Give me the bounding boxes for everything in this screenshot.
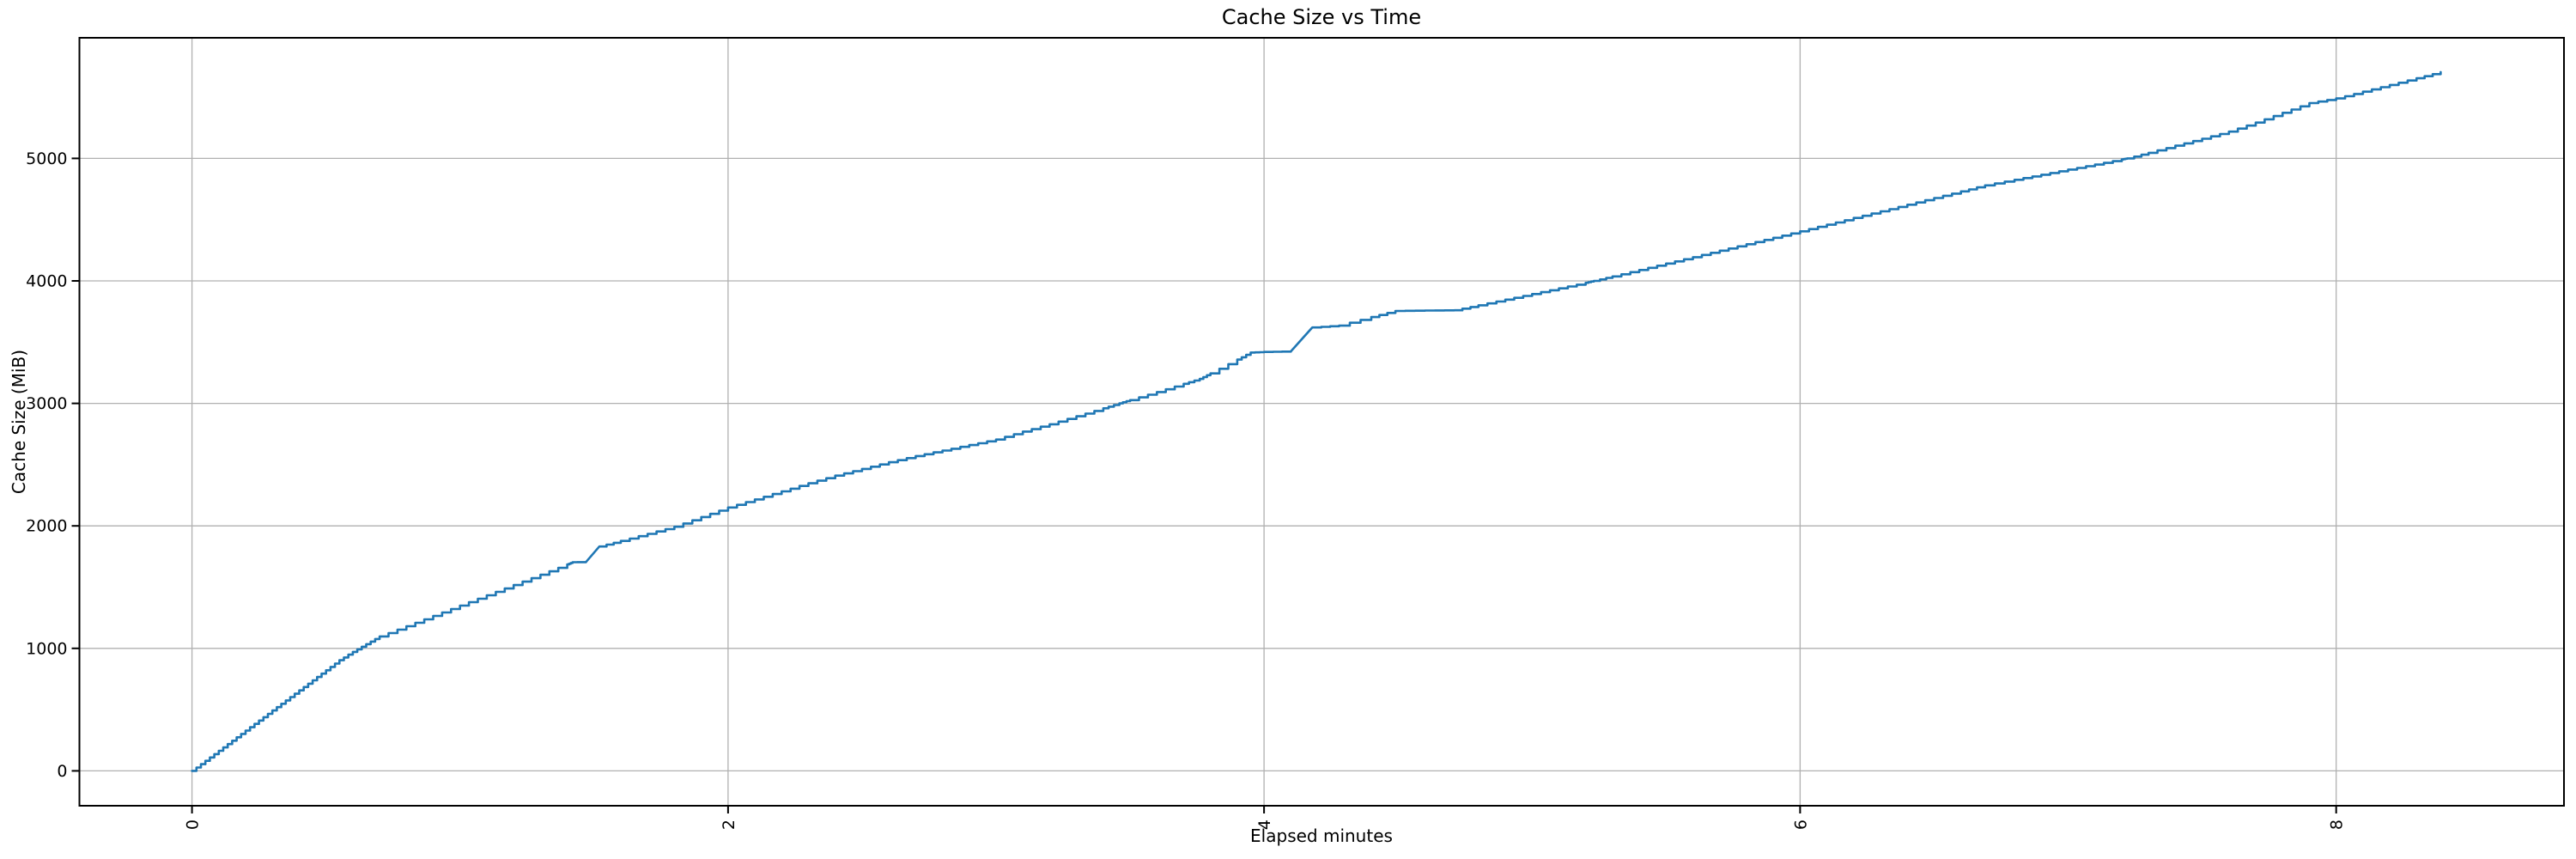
- x-tick-label: 6: [1791, 819, 1810, 830]
- x-axis-label: Elapsed minutes: [1250, 825, 1393, 846]
- x-tick-label: 2: [720, 819, 738, 830]
- y-tick-label: 0: [57, 762, 67, 781]
- y-tick-label: 3000: [26, 394, 67, 413]
- y-tick-label: 4000: [26, 272, 67, 291]
- chart-title: Cache Size vs Time: [1221, 5, 1422, 29]
- y-tick-label: 1000: [26, 639, 67, 658]
- x-tick-label: 4: [1255, 819, 1274, 830]
- cache-size-line: [191, 70, 2442, 772]
- y-tick-label: 5000: [26, 149, 67, 168]
- x-tick-label: 8: [2328, 819, 2347, 830]
- y-tick-label: 2000: [26, 517, 67, 536]
- x-tick-label: 0: [184, 819, 203, 830]
- y-axis-label: Cache Size (MiB): [9, 349, 29, 495]
- plot-spines: [78, 37, 2565, 807]
